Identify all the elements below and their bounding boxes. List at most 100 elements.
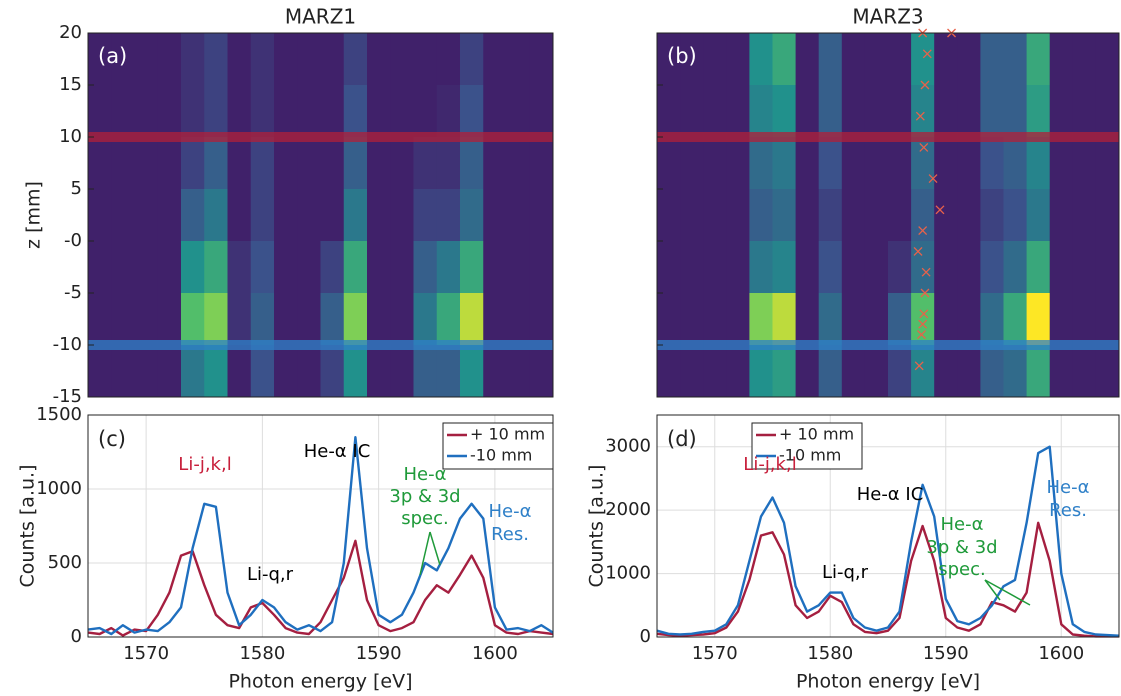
heat-cell xyxy=(181,137,205,190)
heat-cell xyxy=(506,189,531,242)
heat-cell xyxy=(320,345,345,398)
heat-cell xyxy=(1026,137,1051,190)
heat-cell xyxy=(703,293,727,346)
annotation: He-α xyxy=(404,464,447,485)
heat-cell xyxy=(460,293,484,346)
heat-cell xyxy=(657,293,681,346)
heat-cell xyxy=(134,85,159,138)
heat-cell xyxy=(657,33,681,86)
heat-cell xyxy=(134,189,159,242)
heat-cell xyxy=(529,137,554,190)
band xyxy=(88,340,553,350)
heat-cell xyxy=(934,345,958,398)
band xyxy=(657,340,1119,350)
marker xyxy=(920,80,930,90)
heat-cell xyxy=(1095,189,1120,242)
heat-cell xyxy=(657,241,681,294)
arrow xyxy=(429,531,441,566)
y-tick-label: 2000 xyxy=(605,499,651,520)
heat-cell xyxy=(934,137,958,190)
heat-cell xyxy=(134,137,159,190)
heat-cell xyxy=(749,345,773,398)
heat-cell xyxy=(1072,241,1097,294)
marker-stroke xyxy=(919,142,929,152)
heat-cell xyxy=(703,33,727,86)
heat-cell xyxy=(367,33,391,86)
heat-cell xyxy=(250,293,275,346)
y-tick-label: 3000 xyxy=(605,436,651,457)
annotation: He-α xyxy=(489,501,532,522)
y-tick-label: 0 xyxy=(71,626,82,647)
heat-cell xyxy=(204,241,228,294)
heat-cell xyxy=(157,293,182,346)
heat-cell xyxy=(795,85,820,138)
annotation: He-α xyxy=(1047,477,1090,498)
heat-cell xyxy=(88,293,112,346)
annotation: Res. xyxy=(491,524,529,545)
heat-cell xyxy=(749,33,773,86)
annotation: 3p & 3d xyxy=(926,537,997,558)
heat-cell xyxy=(343,33,368,86)
heat-cell xyxy=(157,189,182,242)
heat-cell xyxy=(795,293,820,346)
heat-cell xyxy=(980,85,1004,138)
heat-cell xyxy=(1095,33,1120,86)
heat-cell xyxy=(1049,241,1074,294)
heat-cell xyxy=(911,33,935,86)
heat-cell xyxy=(320,293,345,346)
marker-stroke xyxy=(919,309,929,319)
y-tick-label: 10 xyxy=(59,126,82,147)
heat-cell xyxy=(1049,137,1074,190)
heat-cell xyxy=(320,85,345,138)
heat-cell xyxy=(726,241,750,294)
heat-cell xyxy=(703,345,727,398)
y-axis-label: z [mm] xyxy=(23,181,45,249)
legend-label: -10 mm xyxy=(470,446,532,465)
heat-cell xyxy=(274,241,298,294)
x-axis-label: Photon energy [eV] xyxy=(228,671,412,693)
heat-cell xyxy=(460,241,484,294)
heat-cell xyxy=(436,189,461,242)
plot-frame xyxy=(87,32,554,398)
heat-cell xyxy=(1072,293,1097,346)
heat-cell xyxy=(157,137,182,190)
y-axis-label: Counts [a.u.] xyxy=(17,465,39,588)
heat-cell xyxy=(818,293,843,346)
data-line xyxy=(87,436,554,636)
heat-cell xyxy=(1049,33,1074,86)
heat-cell xyxy=(864,293,889,346)
heat-cell xyxy=(250,137,275,190)
heat-cell xyxy=(1072,33,1097,86)
heat-cell xyxy=(483,293,507,346)
heat-cell xyxy=(841,85,866,138)
heat-cell xyxy=(772,85,797,138)
heat-cell xyxy=(320,33,345,86)
heat-cell xyxy=(529,241,554,294)
marker xyxy=(922,49,932,59)
marker-stroke xyxy=(928,174,938,184)
marker xyxy=(915,111,925,121)
heat-cell xyxy=(749,241,773,294)
heat-cell xyxy=(227,33,252,86)
heat-cell xyxy=(911,85,935,138)
heat-cell xyxy=(888,33,912,86)
heat-cell xyxy=(134,293,159,346)
heat-cell xyxy=(367,85,391,138)
heat-cell xyxy=(1003,241,1028,294)
x-tick-label: 1600 xyxy=(1038,643,1084,664)
heat-cell xyxy=(1072,85,1097,138)
heat-cell xyxy=(227,85,252,138)
heat-cell xyxy=(749,137,773,190)
heat-cell xyxy=(1026,241,1051,294)
heat-cell xyxy=(795,241,820,294)
heat-cell xyxy=(343,137,368,190)
panel-title: MARZ1 xyxy=(285,5,356,29)
heat-cell xyxy=(483,33,507,86)
marker xyxy=(918,319,928,329)
marker xyxy=(935,205,945,215)
marker-stroke xyxy=(918,319,928,329)
heat-cell xyxy=(274,137,298,190)
heat-cell xyxy=(436,33,461,86)
heat-cell xyxy=(483,137,507,190)
